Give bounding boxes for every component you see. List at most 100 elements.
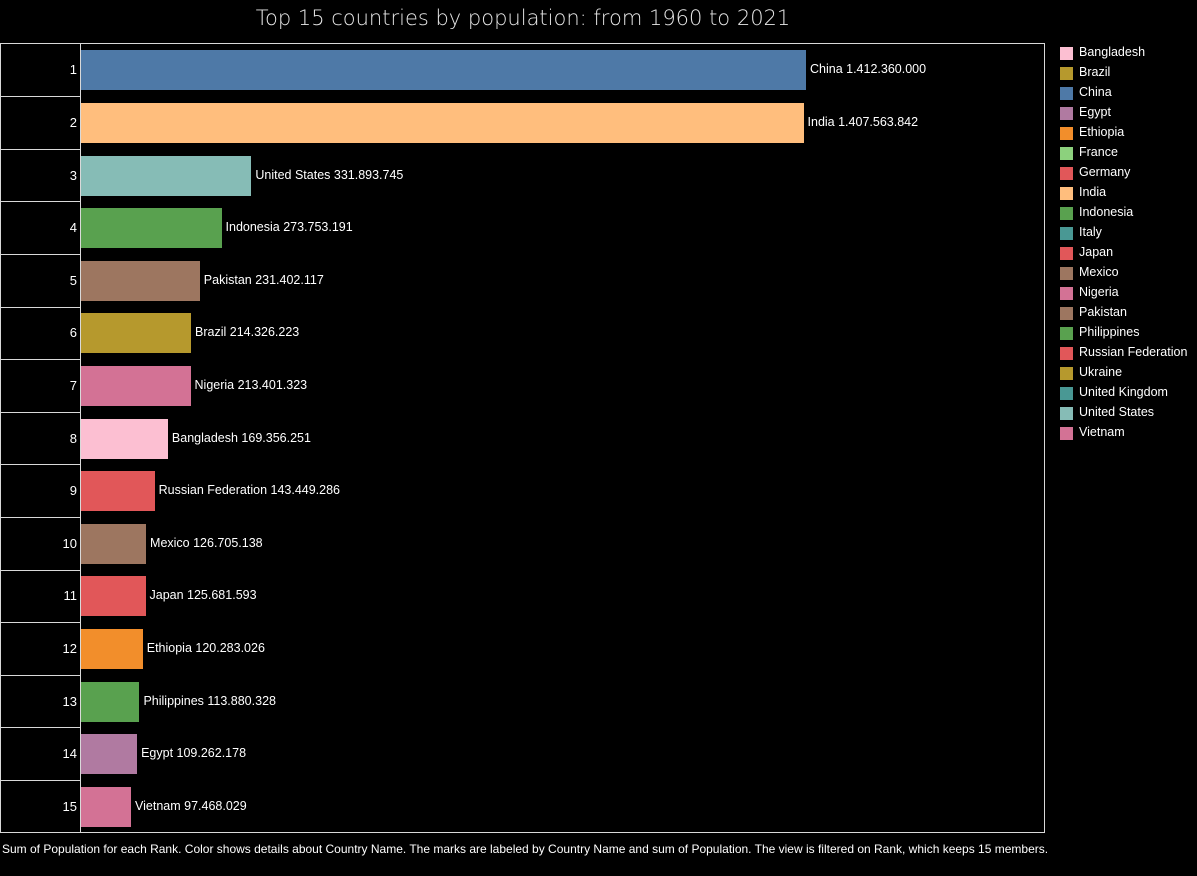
legend-swatch [1060,127,1073,140]
bar-data-label: Philippines 113.880.328 [143,693,276,708]
bar[interactable] [81,523,147,564]
legend-item[interactable]: Egypt [1060,105,1197,125]
rank-row-separator [1,96,81,98]
rank-row-separator [1,516,81,518]
legend-swatch [1060,67,1073,80]
bar-data-label: Pakistan 231.402.117 [203,272,324,287]
legend-item[interactable]: Indonesia [1060,205,1197,225]
chart-area: 1 China 1.412.360.000 2 India 1.407.563.842… [0,43,1045,833]
bar-data-label: Egypt 109.262.178 [141,746,247,761]
rank-row-separator [1,727,81,729]
bar[interactable] [81,50,806,91]
bar[interactable] [81,576,146,617]
legend-swatch [1060,407,1073,420]
legend-label: Japan [1079,245,1114,259]
legend-item[interactable]: United Kingdom [1060,385,1197,405]
legend-label: Mexico [1079,265,1119,279]
bar-data-label: India 1.407.563.842 [807,114,919,129]
legend-swatch [1060,307,1073,320]
bar[interactable] [81,208,222,249]
legend-item[interactable]: Russian Federation [1060,345,1197,365]
legend-item[interactable]: China [1060,85,1197,105]
legend-item[interactable]: United States [1060,405,1197,425]
rank-tick-label: 14 [62,746,77,762]
legend-label: France [1079,145,1118,159]
bar-data-label: China 1.412.360.000 [810,62,927,77]
legend-swatch [1060,107,1073,120]
rank-row-separator [1,201,81,203]
bar[interactable] [81,313,192,354]
bar[interactable] [81,260,200,301]
legend-item[interactable]: Pakistan [1060,305,1197,325]
rank-row-separator [1,569,81,571]
legend-item[interactable]: Nigeria [1060,285,1197,305]
bar[interactable] [81,155,252,196]
bar[interactable] [81,681,140,722]
legend-item[interactable]: India [1060,185,1197,205]
bar[interactable] [81,102,804,143]
legend-swatch [1060,147,1073,160]
bar[interactable] [81,471,155,512]
legend-label: United Kingdom [1079,385,1168,399]
bar-data-label: Vietnam 97.468.029 [135,798,247,813]
rank-tick-label: 3 [69,167,77,183]
legend-swatch [1060,347,1073,360]
rank-row-separator [1,464,81,466]
legend-item[interactable]: Brazil [1060,65,1197,85]
legend-swatch [1060,87,1073,100]
rank-tick-label: 6 [69,325,77,341]
bar[interactable] [81,734,138,775]
bar[interactable] [81,365,191,406]
legend-swatch [1060,427,1073,440]
bar-data-label: Nigeria 213.401.323 [194,377,308,392]
legend-item[interactable]: Bangladesh [1060,45,1197,65]
legend-item[interactable]: Ukraine [1060,365,1197,385]
legend-item[interactable]: France [1060,145,1197,165]
color-legend: Bangladesh Brazil China Egypt Ethiopia France… [1060,45,1197,445]
legend-label: Nigeria [1079,285,1119,299]
bar-data-label: Mexico 126.705.138 [150,535,263,550]
legend-label: Egypt [1079,105,1111,119]
bar-data-label: Brazil 214.326.223 [195,325,300,340]
rank-row-separator [1,779,81,781]
bar[interactable] [81,628,143,669]
rank-row-separator [1,674,81,676]
legend-item[interactable]: Italy [1060,225,1197,245]
legend-label: Ukraine [1079,365,1123,379]
bar[interactable] [81,786,132,827]
legend-item[interactable]: Philippines [1060,325,1197,345]
legend-label: Italy [1079,225,1102,239]
legend-item[interactable]: Germany [1060,165,1197,185]
bar-data-label: United States 331.893.745 [255,167,404,182]
bar[interactable] [81,418,168,459]
legend-label: India [1079,185,1107,199]
legend-label: United States [1079,405,1155,419]
legend-swatch [1060,387,1073,400]
legend-item[interactable]: Japan [1060,245,1197,265]
legend-label: Vietnam [1079,425,1125,439]
rank-tick-label: 15 [62,798,77,814]
rank-tick-label: 1 [69,62,77,78]
rank-tick-label: 2 [69,114,77,130]
legend-swatch [1060,167,1073,180]
chart-title: Top 15 countries by population: from 196… [255,6,791,30]
legend-label: Ethiopia [1079,125,1125,139]
rank-tick-label: 4 [69,220,77,236]
bar-data-label: Russian Federation 143.449.286 [158,483,341,498]
legend-item[interactable]: Mexico [1060,265,1197,285]
rank-column-divider [80,44,81,832]
legend-swatch [1060,187,1073,200]
legend-item[interactable]: Vietnam [1060,425,1197,445]
rank-row-separator [1,411,81,413]
legend-label: Russian Federation [1079,345,1188,359]
legend-swatch [1060,267,1073,280]
legend-label: China [1079,85,1112,99]
rank-row-separator [1,622,81,624]
legend-swatch [1060,327,1073,340]
legend-swatch [1060,227,1073,240]
chart-caption: Sum of Population for each Rank. Color s… [2,842,1049,856]
legend-item[interactable]: Ethiopia [1060,125,1197,145]
bar-data-label: Ethiopia 120.283.026 [146,640,265,655]
legend-swatch [1060,247,1073,260]
legend-swatch [1060,47,1073,60]
